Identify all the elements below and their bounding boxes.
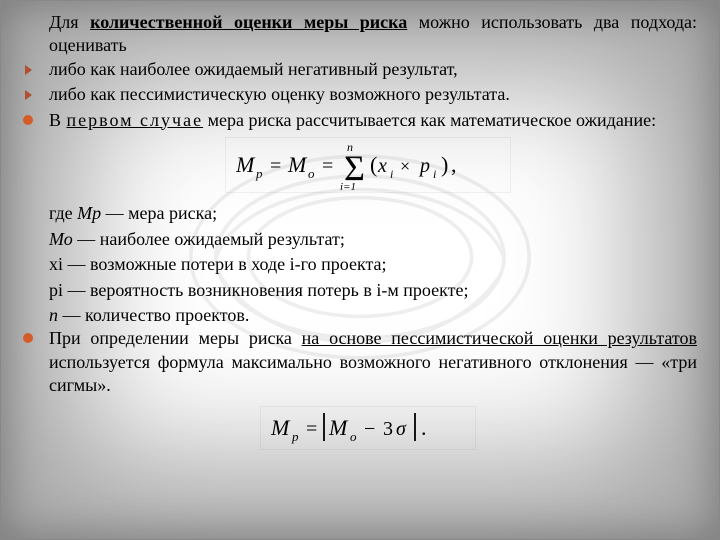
svg-text:σ: σ xyxy=(396,418,407,440)
svg-text:): ) xyxy=(441,152,448,177)
case1-lead: В xyxy=(49,110,67,130)
def-desc: количество проектов. xyxy=(85,305,249,325)
svg-text:,: , xyxy=(451,152,457,177)
approach-item: либо как пессимистическую оценку возможн… xyxy=(39,83,697,106)
def-line: хi — возможные потери в ходе i-го проект… xyxy=(39,253,697,276)
case2-lead: При определении меры риска xyxy=(49,328,302,348)
svg-text:3: 3 xyxy=(383,418,393,440)
svg-text:n: n xyxy=(347,140,353,154)
case-2-list: При определении меры риска на основе пес… xyxy=(39,327,697,397)
case-2: При определении меры риска на основе пес… xyxy=(39,327,697,397)
intro-lead: Для xyxy=(49,12,90,32)
svg-text:p: p xyxy=(255,166,263,181)
def-desc: наиболее ожидаемый результат; xyxy=(100,229,345,249)
formula-2-row: M p = M o − 3 σ . xyxy=(39,407,697,455)
svg-text:.: . xyxy=(421,415,427,440)
svg-text:=: = xyxy=(306,418,317,440)
def-line: pi — вероятность возникновения потерь в … xyxy=(39,279,697,302)
def-lead: где xyxy=(49,203,77,223)
approach-item: либо как наиболее ожидаемый негативный р… xyxy=(39,58,697,81)
def-sym: Мо xyxy=(49,229,73,249)
approach-list: либо как наиболее ожидаемый негативный р… xyxy=(39,58,697,132)
svg-text:i=1: i=1 xyxy=(340,181,356,190)
case2-tail: используется формула максимально возможн… xyxy=(49,352,697,395)
formula-1-row: M p = M o = Σ n i=1 ( x i × p i ) , xyxy=(39,138,697,198)
svg-text:(: ( xyxy=(370,152,377,177)
case2-key: на основе пессимистической оценки резуль… xyxy=(302,328,697,348)
formula-1: M p = M o = Σ n i=1 ( x i × p i ) , xyxy=(226,138,510,192)
svg-text:o: o xyxy=(308,166,315,181)
slide-page: Для количественной оценки меры риска мож… xyxy=(0,0,720,540)
svg-text:o: o xyxy=(350,429,357,444)
def-sym: хi xyxy=(49,254,63,274)
def-sym: n xyxy=(49,305,58,325)
svg-text:−: − xyxy=(364,418,375,440)
svg-text:M: M xyxy=(328,415,349,440)
def-line: где Мр — мера риска; xyxy=(39,202,697,225)
svg-text:M: M xyxy=(271,415,291,440)
formula-2: M p = M o − 3 σ . xyxy=(261,407,475,449)
def-sym: Мр xyxy=(77,203,101,223)
svg-text:M: M xyxy=(236,152,256,177)
def-line: Мо — наиболее ожидаемый результат; xyxy=(39,228,697,251)
svg-text:i: i xyxy=(433,167,436,181)
def-desc: вероятность возникновения потерь в i-м п… xyxy=(90,280,468,300)
svg-text:p: p xyxy=(418,155,430,177)
case1-tail: мера риска рассчитывается как математиче… xyxy=(203,110,656,130)
svg-text:i: i xyxy=(390,167,393,181)
svg-text:=: = xyxy=(322,155,333,177)
svg-text:=: = xyxy=(270,155,281,177)
svg-text:M: M xyxy=(287,152,308,177)
case-1: В первом случае мера риска рассчитываетс… xyxy=(39,109,697,132)
svg-text:×: × xyxy=(400,156,410,176)
svg-text:p: p xyxy=(291,429,299,444)
case1-key: первом случае xyxy=(67,110,204,130)
def-desc: возможные потери в ходе i-го проекта; xyxy=(90,254,387,274)
def-desc: мера риска; xyxy=(128,203,217,223)
intro-line: Для количественной оценки меры риска мож… xyxy=(39,11,697,58)
svg-text:x: x xyxy=(377,155,387,177)
def-sym: pi xyxy=(49,280,63,300)
def-line: n — количество проектов. xyxy=(39,304,697,327)
intro-key: количественной оценки меры риска xyxy=(90,12,407,32)
